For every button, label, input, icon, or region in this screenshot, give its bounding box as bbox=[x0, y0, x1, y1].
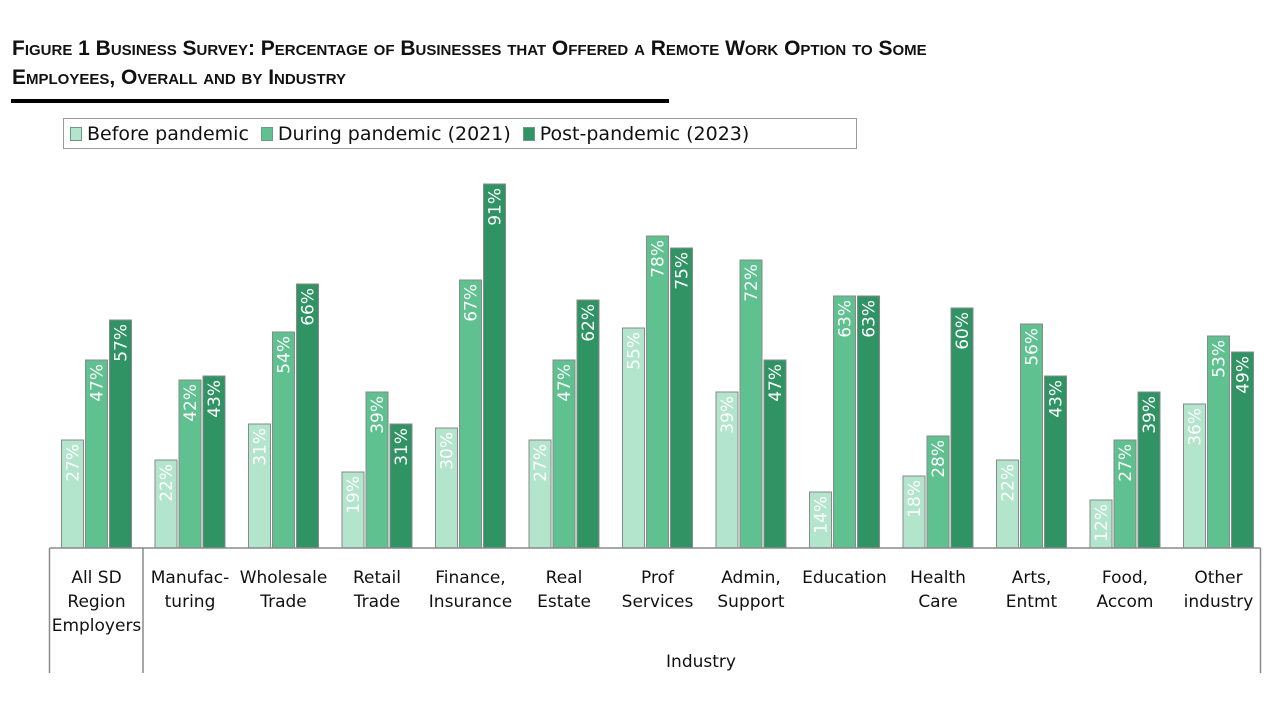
data-label-during: 54% bbox=[275, 336, 295, 374]
data-label-post: 62% bbox=[579, 304, 599, 342]
data-label-before: 30% bbox=[438, 432, 458, 470]
category-label: Arts, bbox=[1012, 568, 1052, 588]
bar-layer: 27%47%57%22%42% 43%31%54%66%19%39%31% 30%6… bbox=[61, 183, 1254, 549]
data-label-post: 91% bbox=[486, 188, 506, 226]
category-label: Trade bbox=[259, 592, 307, 612]
data-label-post: 31% bbox=[392, 428, 412, 466]
category-label: Other bbox=[1194, 568, 1242, 588]
figure-title-line-2: Employees, Overall and by Industry bbox=[12, 66, 346, 89]
legend-item-before: Before pandemic bbox=[70, 123, 249, 145]
data-label-post: 47% bbox=[766, 364, 786, 402]
data-label-post: 63% bbox=[860, 300, 880, 338]
category-label: Admin, bbox=[721, 568, 781, 588]
category-label: Health bbox=[910, 568, 966, 588]
data-label-before: 14% bbox=[812, 496, 832, 534]
data-label-post: 43% bbox=[205, 380, 225, 418]
category-label: Prof bbox=[641, 568, 675, 588]
x-axis: All SD Region Employers Manufac-turing Whole… bbox=[48, 547, 1262, 673]
category-label: Employers bbox=[52, 616, 142, 636]
legend-item-post: Post-pandemic (2023) bbox=[522, 122, 750, 145]
data-label-post: 49% bbox=[1234, 356, 1254, 394]
data-label-post: 43% bbox=[1047, 380, 1067, 418]
data-label-post: 39% bbox=[1140, 396, 1160, 434]
category-label: Manufac- bbox=[151, 568, 230, 588]
figure-title-line-1: Figure 1 Business Survey: Percentage of … bbox=[12, 37, 927, 60]
data-label-during: 42% bbox=[181, 384, 201, 422]
data-label-before: 27% bbox=[64, 444, 84, 482]
data-label-before: 36% bbox=[1186, 408, 1206, 446]
bar-post bbox=[670, 247, 693, 549]
data-label-during: 39% bbox=[368, 396, 388, 434]
data-label-before: 27% bbox=[531, 444, 551, 482]
category-label: Estate bbox=[537, 592, 591, 612]
category-label: Accom bbox=[1097, 592, 1154, 612]
category-label: Trade bbox=[353, 592, 401, 612]
figure-title: Figure 1 Business Survey: Percentage of … bbox=[12, 34, 1212, 92]
data-label-during: 53% bbox=[1210, 340, 1230, 378]
legend-label-before: Before pandemic bbox=[87, 122, 249, 145]
legend-label-post: Post-pandemic (2023) bbox=[539, 122, 750, 145]
data-label-before: 22% bbox=[999, 464, 1019, 502]
legend-swatch-before bbox=[70, 126, 82, 141]
category-label: Services bbox=[622, 592, 694, 612]
bar-during bbox=[739, 259, 763, 549]
data-label-during: 56% bbox=[1023, 328, 1043, 366]
data-label-during: 67% bbox=[462, 284, 482, 322]
chart-legend: Before pandemic During pandemic (2021) P… bbox=[63, 118, 857, 149]
bar-during bbox=[646, 235, 669, 549]
legend-label-during: During pandemic (2021) bbox=[277, 122, 511, 145]
category-label: Real bbox=[546, 568, 583, 588]
data-label-before: 22% bbox=[157, 464, 177, 502]
data-label-before: 19% bbox=[344, 476, 364, 514]
category-label: Entmt bbox=[1006, 592, 1058, 612]
data-label-post: 60% bbox=[953, 312, 973, 350]
data-label-during: 47% bbox=[88, 364, 108, 402]
data-label-during: 28% bbox=[929, 440, 949, 478]
bar-post bbox=[483, 183, 506, 549]
data-label-before: 31% bbox=[251, 428, 271, 466]
category-label: Retail bbox=[353, 568, 401, 588]
category-label: Support bbox=[717, 592, 785, 612]
category-label: Care bbox=[918, 592, 957, 612]
data-label-before: 39% bbox=[718, 396, 738, 434]
data-label-before: 55% bbox=[625, 332, 645, 370]
legend-swatch-during bbox=[260, 126, 273, 141]
data-label-during: 72% bbox=[742, 264, 762, 302]
data-label-post: 57% bbox=[112, 324, 132, 362]
data-label-post: 66% bbox=[299, 288, 319, 326]
data-label-before: 18% bbox=[905, 480, 925, 518]
category-label: industry bbox=[1184, 592, 1254, 612]
data-label-during: 63% bbox=[836, 300, 856, 338]
category-label: Region bbox=[67, 592, 125, 612]
x-axis-title: Industry bbox=[666, 652, 736, 672]
data-label-during: 47% bbox=[555, 364, 575, 402]
category-label: All SD bbox=[71, 568, 121, 588]
category-label: Finance, bbox=[435, 568, 505, 588]
category-label: Insurance bbox=[429, 592, 512, 612]
category-label: turing bbox=[165, 592, 216, 612]
category-label: Food, bbox=[1102, 568, 1148, 588]
data-label-during: 78% bbox=[649, 240, 669, 278]
category-label: Education bbox=[802, 568, 887, 588]
legend-swatch-post bbox=[522, 126, 535, 141]
title-rule bbox=[11, 99, 669, 103]
category-label: Wholesale bbox=[240, 568, 328, 588]
data-label-during: 27% bbox=[1116, 444, 1136, 482]
legend-item-during: During pandemic (2021) bbox=[260, 122, 511, 145]
data-label-post: 75% bbox=[673, 252, 693, 290]
data-label-before: 12% bbox=[1092, 504, 1112, 542]
